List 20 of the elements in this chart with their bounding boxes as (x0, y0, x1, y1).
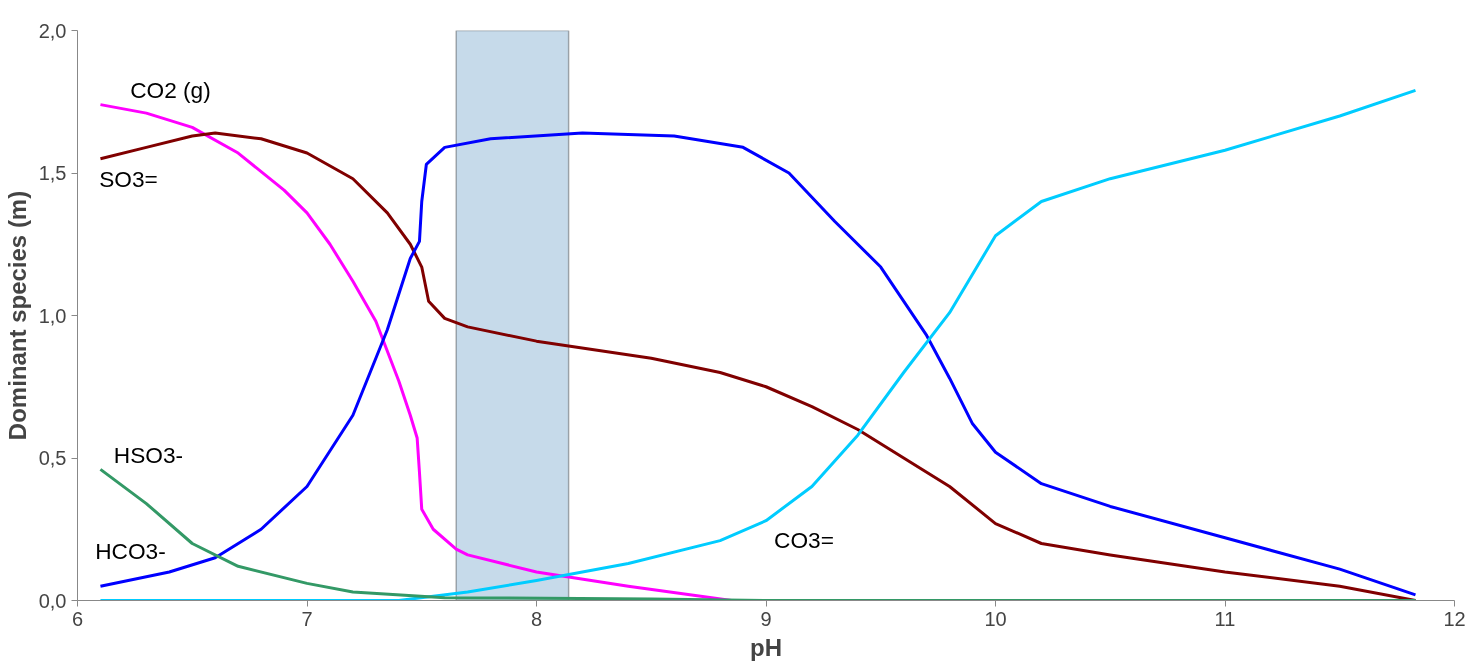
x-axis-title: pH (750, 633, 782, 661)
series-label: CO3= (774, 526, 834, 553)
line-series (98, 467, 1417, 601)
y-axis-title: Dominant species (m) (3, 190, 31, 441)
x-tick-label: 6 (71, 607, 84, 630)
y-tick-label: 0,0 (38, 589, 67, 612)
y-tick-label: 0,5 (38, 447, 67, 469)
x-tick-label: 8 (530, 607, 543, 630)
x-tick-label: 9 (760, 607, 772, 630)
series-label: HSO3- (113, 442, 184, 469)
x-tick-label: 10 (984, 607, 1007, 630)
x-tick-label: 12 (1443, 607, 1466, 630)
x-tick-label: 7 (301, 607, 313, 630)
y-tick-label: 1,0 (38, 304, 67, 327)
y-tick-label: 2,0 (38, 19, 67, 42)
series-label: CO2 (g) (130, 76, 211, 103)
y-tick-label: 1,5 (38, 162, 67, 184)
series-label: HCO3- (95, 538, 166, 565)
series-label: SO3= (99, 165, 158, 192)
x-tick-label: 11 (1214, 607, 1236, 630)
